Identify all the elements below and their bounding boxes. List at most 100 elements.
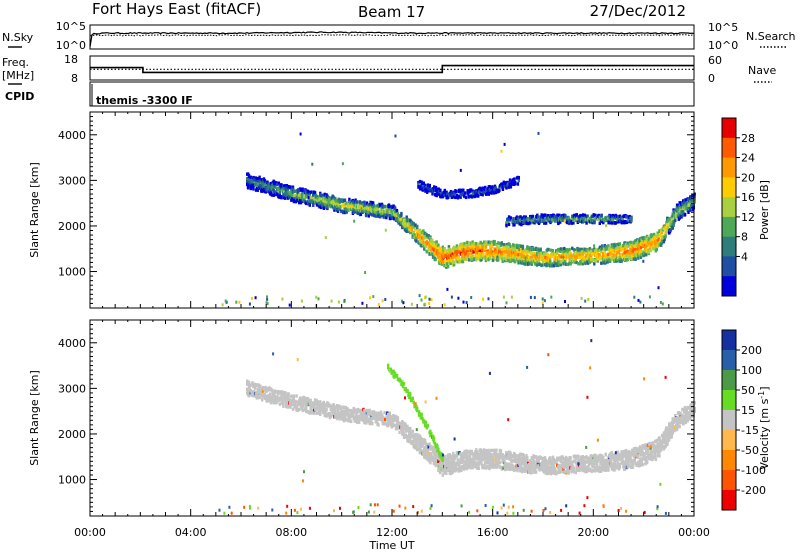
beam-label: Beam 17 [358, 3, 425, 21]
date-label: 27/Dec/2012 [590, 2, 686, 20]
heatmap-cell [316, 204, 318, 207]
heatmap-cell [344, 199, 346, 202]
heatmap-cell [504, 143, 506, 146]
heatmap-cell [630, 219, 632, 222]
heatmap-cell [281, 298, 283, 301]
heatmap-cell [660, 301, 662, 304]
heatmap-cell [518, 176, 520, 179]
heatmap-cell [512, 217, 514, 220]
heatmap-cell [499, 461, 501, 464]
heatmap-cell [498, 247, 500, 250]
heatmap-cell [238, 301, 240, 304]
heatmap-cell [384, 205, 386, 208]
heatmap-cell [331, 300, 333, 303]
colorbar-swatch [722, 138, 736, 158]
freq-unit-label: [MHz] [2, 69, 34, 82]
heatmap-cell [466, 301, 468, 304]
heatmap-cell [347, 203, 349, 206]
heatmap-cell [554, 219, 556, 222]
heatmap-cell [547, 248, 549, 251]
heatmap-cell [439, 470, 441, 473]
heatmap-cell [308, 196, 310, 199]
heatmap-cell [549, 260, 551, 263]
heatmap-cell [513, 177, 515, 180]
heatmap-cell [325, 408, 327, 411]
colorbar-swatch [722, 217, 736, 237]
heatmap-cell [429, 298, 431, 301]
heatmap-cell [638, 299, 640, 302]
heatmap-cell [395, 135, 397, 138]
heatmap-cell [681, 214, 683, 217]
heatmap-cell [251, 297, 253, 300]
heatmap-cell [421, 299, 423, 302]
heatmap-cell [444, 303, 446, 306]
nave-tick-bottom: 0 [708, 72, 715, 85]
heatmap-cell [266, 301, 268, 304]
heatmap-cell [315, 296, 317, 299]
heatmap-cell [584, 300, 586, 303]
heatmap-cell [428, 302, 430, 305]
heatmap-cell [662, 302, 664, 305]
heatmap-cell [300, 133, 302, 136]
heatmap-cell [633, 296, 635, 299]
y-tick-label: 2000 [58, 220, 86, 233]
heatmap-cell [279, 191, 281, 194]
heatmap-cell [353, 220, 355, 223]
heatmap-cell [412, 430, 414, 433]
colorbar-swatch [722, 118, 736, 138]
heatmap-cell [361, 302, 363, 305]
heatmap-cell [261, 398, 263, 401]
y-tick-label: 4000 [58, 129, 86, 142]
heatmap-cell [337, 409, 339, 412]
heatmap-cell [411, 303, 413, 306]
heatmap-cell [378, 303, 380, 306]
heatmap-cell [338, 301, 340, 304]
heatmap-cell [550, 296, 552, 299]
heatmap-cell [464, 191, 466, 194]
heatmap-cell [539, 220, 541, 223]
power-ylabel: Slant Range [km] [28, 162, 41, 258]
heatmap-cell [611, 221, 613, 224]
heatmap-cell [501, 150, 503, 153]
heatmap-cell [384, 298, 386, 301]
heatmap-cell [545, 221, 547, 224]
heatmap-cell [684, 213, 686, 216]
heatmap-cell [318, 297, 320, 300]
heatmap-cell [600, 214, 602, 217]
heatmap-cell [298, 408, 300, 411]
heatmap-cell [564, 220, 566, 223]
heatmap-cell [425, 296, 427, 299]
heatmap-cell [581, 297, 583, 300]
heatmap-cell [428, 248, 430, 251]
heatmap-cell [372, 295, 374, 298]
heatmap-cell [391, 210, 393, 213]
nsky-tick-bottom: 10^0 [56, 39, 86, 52]
colorbar-tick-label: 8 [741, 231, 748, 244]
heatmap-cell [518, 179, 520, 182]
heatmap-cell [332, 403, 334, 406]
heatmap-cell [294, 190, 296, 193]
heatmap-cell [564, 300, 566, 303]
heatmap-cell [342, 162, 344, 165]
heatmap-cell [319, 400, 321, 403]
heatmap-cell [478, 467, 480, 470]
heatmap-cell [542, 298, 544, 301]
heatmap-cell [534, 296, 536, 299]
heatmap-cell [653, 233, 655, 236]
nsky-tick-top: 10^5 [56, 20, 86, 33]
heatmap-cell [664, 235, 666, 238]
heatmap-cell [552, 249, 554, 252]
heatmap-cell [435, 258, 437, 261]
colorbar-tick-label: 28 [741, 132, 755, 145]
heatmap-cell [282, 404, 284, 407]
heatmap-cell [344, 299, 346, 302]
heatmap-cell [541, 263, 543, 266]
heatmap-cell [562, 219, 564, 222]
heatmap-cell [539, 249, 541, 252]
heatmap-cell [446, 288, 448, 291]
heatmap-cell [503, 459, 505, 462]
heatmap-cell [396, 209, 398, 212]
heatmap-cell [630, 241, 632, 244]
